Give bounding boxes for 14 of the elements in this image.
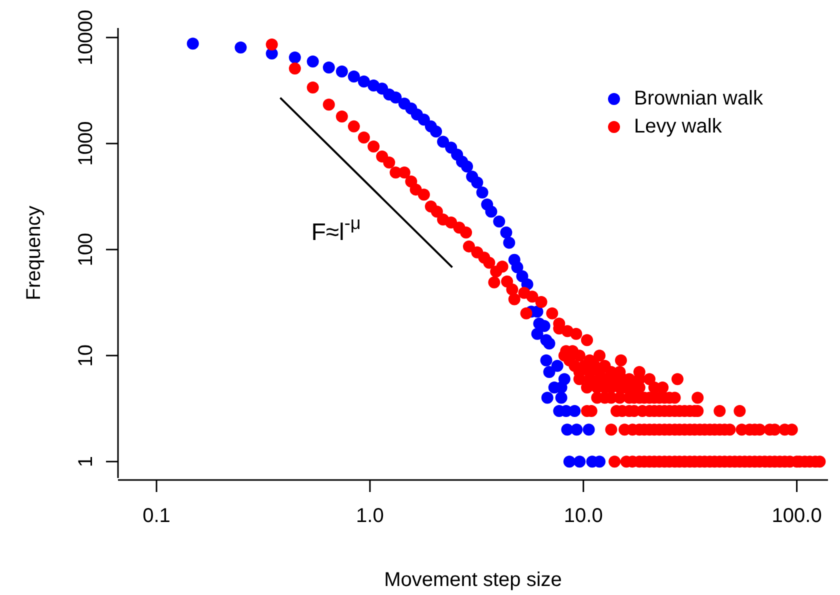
x-tick-label: 100.0 — [772, 505, 822, 527]
annotation: F≈l$^{-μ}$ — [311, 212, 361, 246]
y-tick-label: 10 — [75, 344, 97, 367]
x-tick-label: 0.1 — [142, 505, 170, 527]
legend-label: Levy walk — [634, 115, 723, 138]
x-tick-label: 1.0 — [356, 505, 384, 527]
x-tick-label: 10.0 — [564, 505, 603, 527]
legend-label: Brownian walk — [634, 87, 764, 110]
y-tick-label: 100 — [75, 232, 97, 266]
y-tick-label: 10000 — [75, 10, 97, 66]
y-tick-label: 1 — [75, 456, 97, 468]
x-axis-title: Movement step size — [384, 569, 562, 591]
y-tick-label: 1000 — [75, 121, 97, 166]
y-axis-title: Frequency — [23, 206, 45, 300]
